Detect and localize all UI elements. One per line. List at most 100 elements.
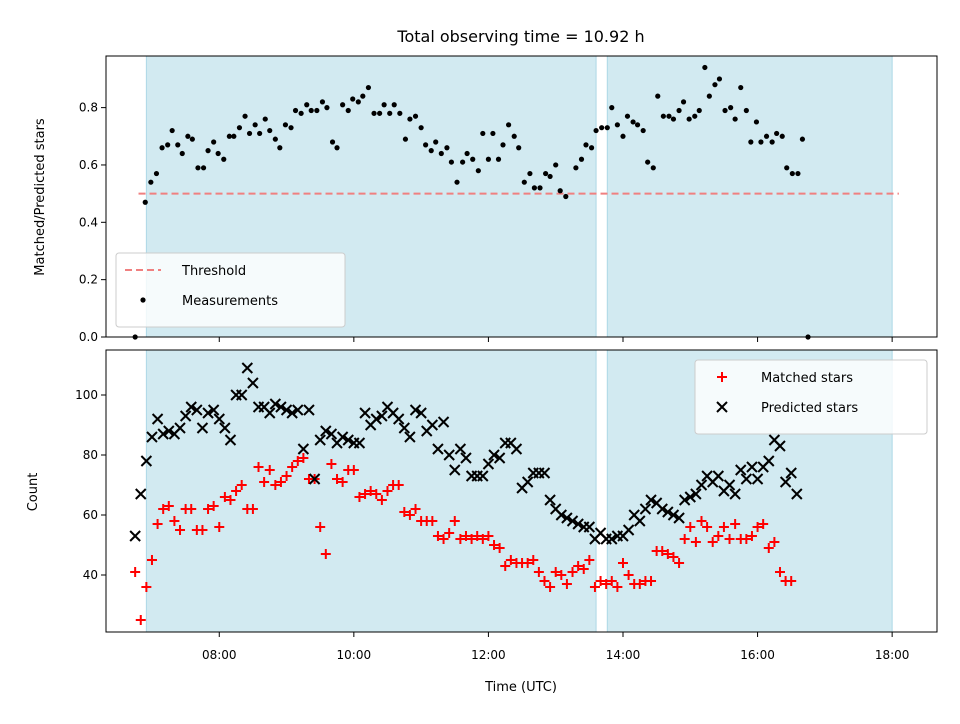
data-point — [470, 156, 476, 162]
data-point — [236, 480, 247, 490]
data-point — [298, 110, 304, 116]
data-point — [680, 99, 687, 105]
data-point — [505, 555, 516, 565]
data-point — [308, 107, 314, 114]
data-point — [657, 546, 668, 556]
data-point — [712, 82, 718, 88]
legend-label: Measurements — [182, 294, 278, 309]
data-point — [398, 422, 411, 434]
data-point — [707, 537, 718, 547]
data-point — [404, 431, 416, 443]
data-point — [226, 133, 232, 139]
data-point — [692, 113, 698, 119]
data-point — [769, 537, 780, 547]
data-point — [454, 179, 460, 185]
data-point — [556, 570, 567, 580]
data-point — [620, 133, 626, 139]
data-point — [583, 521, 596, 533]
data-point — [732, 116, 738, 122]
data-point — [538, 467, 551, 479]
data-point — [584, 555, 595, 565]
data-point — [769, 139, 775, 145]
data-point — [179, 410, 192, 422]
data-point — [791, 488, 803, 500]
legend-top: Threshold Measurements — [115, 252, 346, 328]
data-point — [360, 489, 371, 499]
data-point — [763, 455, 775, 467]
data-point — [789, 170, 795, 177]
data-point — [231, 133, 237, 139]
legend-label: Matched stars — [761, 371, 853, 386]
data-point — [231, 486, 242, 496]
data-point — [477, 470, 489, 482]
data-point — [634, 515, 646, 527]
data-point — [426, 419, 439, 431]
data-point — [326, 459, 337, 469]
data-point — [712, 470, 725, 482]
data-point — [292, 404, 304, 416]
data-point — [200, 165, 207, 171]
data-point — [219, 422, 231, 434]
data-point — [466, 534, 477, 544]
legend-swatch — [140, 297, 146, 303]
data-point — [259, 477, 270, 487]
data-point — [795, 170, 801, 177]
data-point — [601, 579, 612, 589]
data-point — [152, 519, 163, 529]
data-point — [454, 443, 467, 455]
data-point — [630, 119, 636, 125]
data-point — [195, 165, 201, 171]
data-point — [185, 133, 191, 139]
data-point — [655, 93, 661, 99]
data-point — [566, 515, 579, 527]
data-point — [735, 464, 747, 476]
data-point — [407, 116, 413, 122]
data-point — [277, 145, 283, 151]
data-point — [438, 534, 449, 544]
data-point — [397, 110, 403, 116]
data-point — [163, 425, 175, 437]
data-point — [334, 145, 340, 151]
data-point — [270, 480, 281, 490]
legend-box — [694, 359, 928, 435]
data-point — [275, 477, 286, 487]
data-point — [432, 531, 443, 541]
data-point — [360, 93, 366, 99]
data-point — [702, 522, 713, 532]
data-point — [753, 119, 760, 125]
data-point — [695, 479, 708, 491]
data-point — [774, 130, 780, 137]
data-point — [472, 531, 483, 541]
data-point — [555, 509, 568, 521]
data-point — [485, 156, 492, 162]
data-point — [377, 110, 383, 116]
data-point — [537, 185, 543, 191]
data-point — [415, 407, 427, 419]
data-point — [130, 567, 141, 577]
data-point — [722, 107, 728, 114]
data-point — [539, 576, 550, 586]
shaded-interval-2 — [606, 55, 893, 338]
x-tick-label: 14:00 — [606, 648, 641, 662]
data-point — [650, 165, 656, 171]
data-point — [165, 142, 171, 148]
data-point — [355, 99, 361, 105]
data-point — [148, 179, 154, 185]
data-point — [219, 492, 230, 502]
data-point — [696, 516, 707, 526]
data-point — [634, 579, 645, 589]
bottom-panel: 40 60 80 100 08:00 10:00 12:00 14:00 16:00 18:00 M… — [75, 349, 938, 662]
data-point — [593, 127, 599, 134]
series-2-2 — [129, 362, 803, 545]
data-point — [267, 127, 273, 134]
data-point — [758, 519, 769, 529]
data-point — [448, 159, 455, 165]
data-point — [365, 84, 372, 91]
data-point — [573, 561, 584, 571]
data-point — [634, 122, 641, 128]
data-point — [521, 476, 534, 488]
data-point — [141, 582, 152, 592]
data-point — [799, 136, 806, 142]
data-point — [449, 464, 461, 476]
data-point — [510, 443, 523, 455]
